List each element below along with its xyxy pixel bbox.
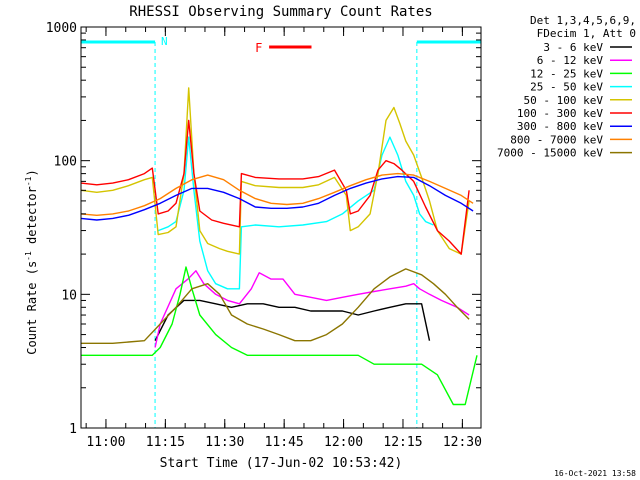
legend-header-1: Det 1,3,4,5,6,9,: [530, 14, 636, 27]
y-axis-label: Count Rate (s-1 detector-1): [24, 169, 39, 354]
flare-annotation: F: [255, 41, 262, 55]
y-tick-label-0: 1: [69, 422, 77, 437]
x-tick-label-6: 12:30: [443, 435, 482, 450]
plot-frame: [80, 26, 482, 429]
night-annotation: N: [161, 35, 168, 48]
legend-label-8: 7000 - 15000 keV: [497, 147, 603, 160]
series-line-4: [80, 87, 470, 255]
plot-area: N F 1 10 100 1000 11:00 11:15 11:30 11:45 12:00 12:…: [46, 21, 482, 450]
x-axis-label: Start Time (17-Jun-02 10:53:42): [160, 456, 403, 471]
series-line-3: [157, 136, 434, 290]
x-tick-label-4: 12:00: [324, 435, 363, 450]
legend-label-3: 25 - 50 keV: [530, 81, 603, 94]
series-line-1: [154, 270, 470, 348]
chart-title: RHESSI Observing Summary Count Rates: [129, 4, 432, 20]
legend-label-6: 300 - 800 keV: [517, 120, 603, 133]
x-tick-label-5: 12:15: [383, 435, 422, 450]
legend-label-4: 50 - 100 keV: [524, 94, 604, 107]
x-tick-label-3: 11:45: [265, 435, 304, 450]
y-tick-label-2: 100: [54, 155, 77, 170]
legend-header-2: FDecim 1, Att 0: [537, 27, 636, 40]
x-tick-label-2: 11:30: [205, 435, 244, 450]
series-line-2: [81, 266, 478, 406]
series-line-5: [80, 119, 470, 255]
y-tick-label-3: 1000: [46, 21, 77, 36]
y-tick-label-1: 10: [61, 288, 77, 303]
legend-label-7: 800 - 7000 keV: [510, 133, 603, 146]
x-tick-label-1: 11:15: [146, 435, 185, 450]
series-line-6: [80, 175, 474, 221]
series-line-0: [154, 299, 431, 342]
series-line-8: [81, 268, 470, 344]
legend: Det 1,3,4,5,6,9, FDecim 1, Att 0 3 - 6 k…: [497, 14, 636, 160]
legend-label-1: 6 - 12 keV: [537, 54, 604, 67]
footer-timestamp: 16-Oct-2021 13:58: [554, 469, 636, 478]
x-tick-label-0: 11:00: [86, 435, 125, 450]
series-line-7: [80, 172, 474, 217]
legend-label-2: 12 - 25 keV: [530, 67, 603, 80]
legend-label-0: 3 - 6 keV: [543, 41, 603, 54]
legend-label-5: 100 - 300 keV: [517, 107, 603, 120]
